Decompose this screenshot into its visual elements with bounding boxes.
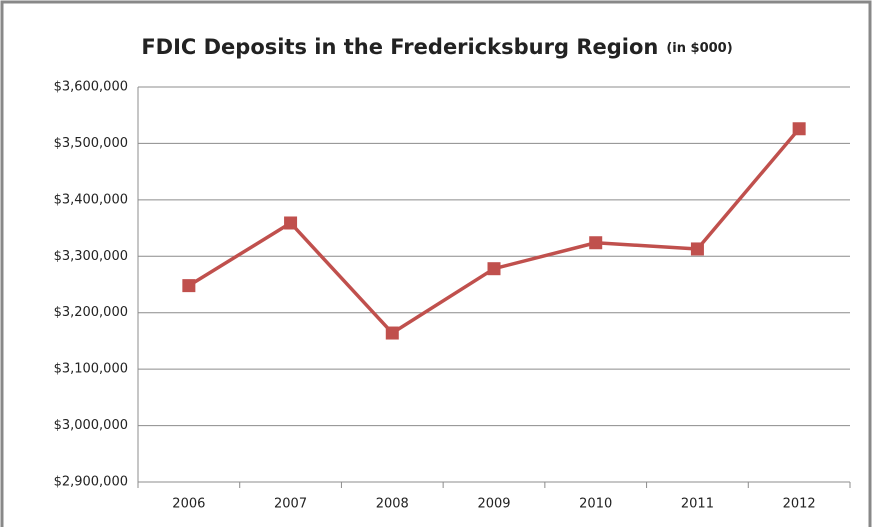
y-tick-label: $3,300,000 bbox=[54, 249, 128, 264]
marker bbox=[182, 279, 196, 293]
chart-subtitle: (in $000) bbox=[666, 41, 732, 56]
y-tick-label: $2,900,000 bbox=[54, 475, 128, 490]
chart-title: FDIC Deposits in the Fredericksburg Regi… bbox=[141, 35, 658, 59]
y-tick-label: $3,100,000 bbox=[54, 362, 128, 377]
marker bbox=[589, 236, 603, 250]
y-tick-label: $3,600,000 bbox=[54, 80, 128, 95]
y-tick-label: $3,400,000 bbox=[54, 192, 128, 207]
x-tick-label: 2012 bbox=[783, 497, 816, 512]
y-tick-label: $3,500,000 bbox=[54, 136, 128, 151]
marker bbox=[792, 122, 806, 136]
x-tick-label: 2006 bbox=[172, 497, 205, 512]
x-tick-label: 2008 bbox=[376, 497, 409, 512]
y-tick-label: $3,000,000 bbox=[54, 418, 128, 433]
chart-title-group: FDIC Deposits in the Fredericksburg Regi… bbox=[141, 35, 732, 59]
marker bbox=[487, 262, 501, 276]
x-tick-label: 2007 bbox=[274, 497, 307, 512]
y-tick-label: $3,200,000 bbox=[54, 305, 128, 320]
x-tick-label: 2010 bbox=[579, 497, 612, 512]
x-tick-label: 2011 bbox=[681, 497, 714, 512]
x-tick-label: 2009 bbox=[477, 497, 510, 512]
marker bbox=[385, 326, 399, 340]
marker bbox=[690, 242, 704, 256]
marker bbox=[284, 216, 298, 230]
